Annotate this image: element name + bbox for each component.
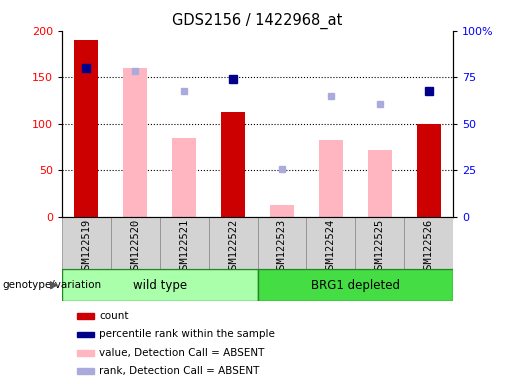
Title: GDS2156 / 1422968_at: GDS2156 / 1422968_at [173, 13, 342, 29]
Bar [258, 217, 306, 269]
Bar [209, 217, 258, 269]
Bar [306, 217, 355, 269]
Text: count: count [99, 311, 129, 321]
Bar [404, 217, 453, 269]
Text: genotype/variation: genotype/variation [3, 280, 101, 290]
Text: GSM122523: GSM122523 [277, 218, 287, 275]
Bar [355, 217, 404, 269]
Text: rank, Detection Call = ABSENT: rank, Detection Call = ABSENT [99, 366, 260, 376]
Text: ▶: ▶ [50, 280, 58, 290]
Bar [77, 313, 94, 319]
Text: GSM122522: GSM122522 [228, 218, 238, 275]
Bar [270, 205, 294, 217]
Bar [62, 269, 258, 301]
Bar [319, 140, 343, 217]
Bar [111, 217, 160, 269]
Bar [77, 350, 94, 356]
Text: BRG1 depleted: BRG1 depleted [311, 279, 400, 291]
Text: GSM122526: GSM122526 [424, 218, 434, 275]
Bar [368, 150, 392, 217]
Bar [77, 331, 94, 338]
Bar [74, 40, 98, 217]
Bar [123, 68, 147, 217]
Bar [62, 217, 111, 269]
Text: wild type: wild type [132, 279, 187, 291]
Text: GSM122521: GSM122521 [179, 218, 189, 275]
Text: GSM122525: GSM122525 [375, 218, 385, 275]
Text: value, Detection Call = ABSENT: value, Detection Call = ABSENT [99, 348, 265, 358]
Bar [258, 269, 453, 301]
Text: GSM122524: GSM122524 [326, 218, 336, 275]
Text: percentile rank within the sample: percentile rank within the sample [99, 329, 275, 339]
Bar [172, 138, 196, 217]
Text: GSM122519: GSM122519 [81, 218, 91, 275]
Text: GSM122520: GSM122520 [130, 218, 140, 275]
Bar [221, 112, 245, 217]
Bar [417, 124, 441, 217]
Bar [77, 368, 94, 374]
Bar [160, 217, 209, 269]
